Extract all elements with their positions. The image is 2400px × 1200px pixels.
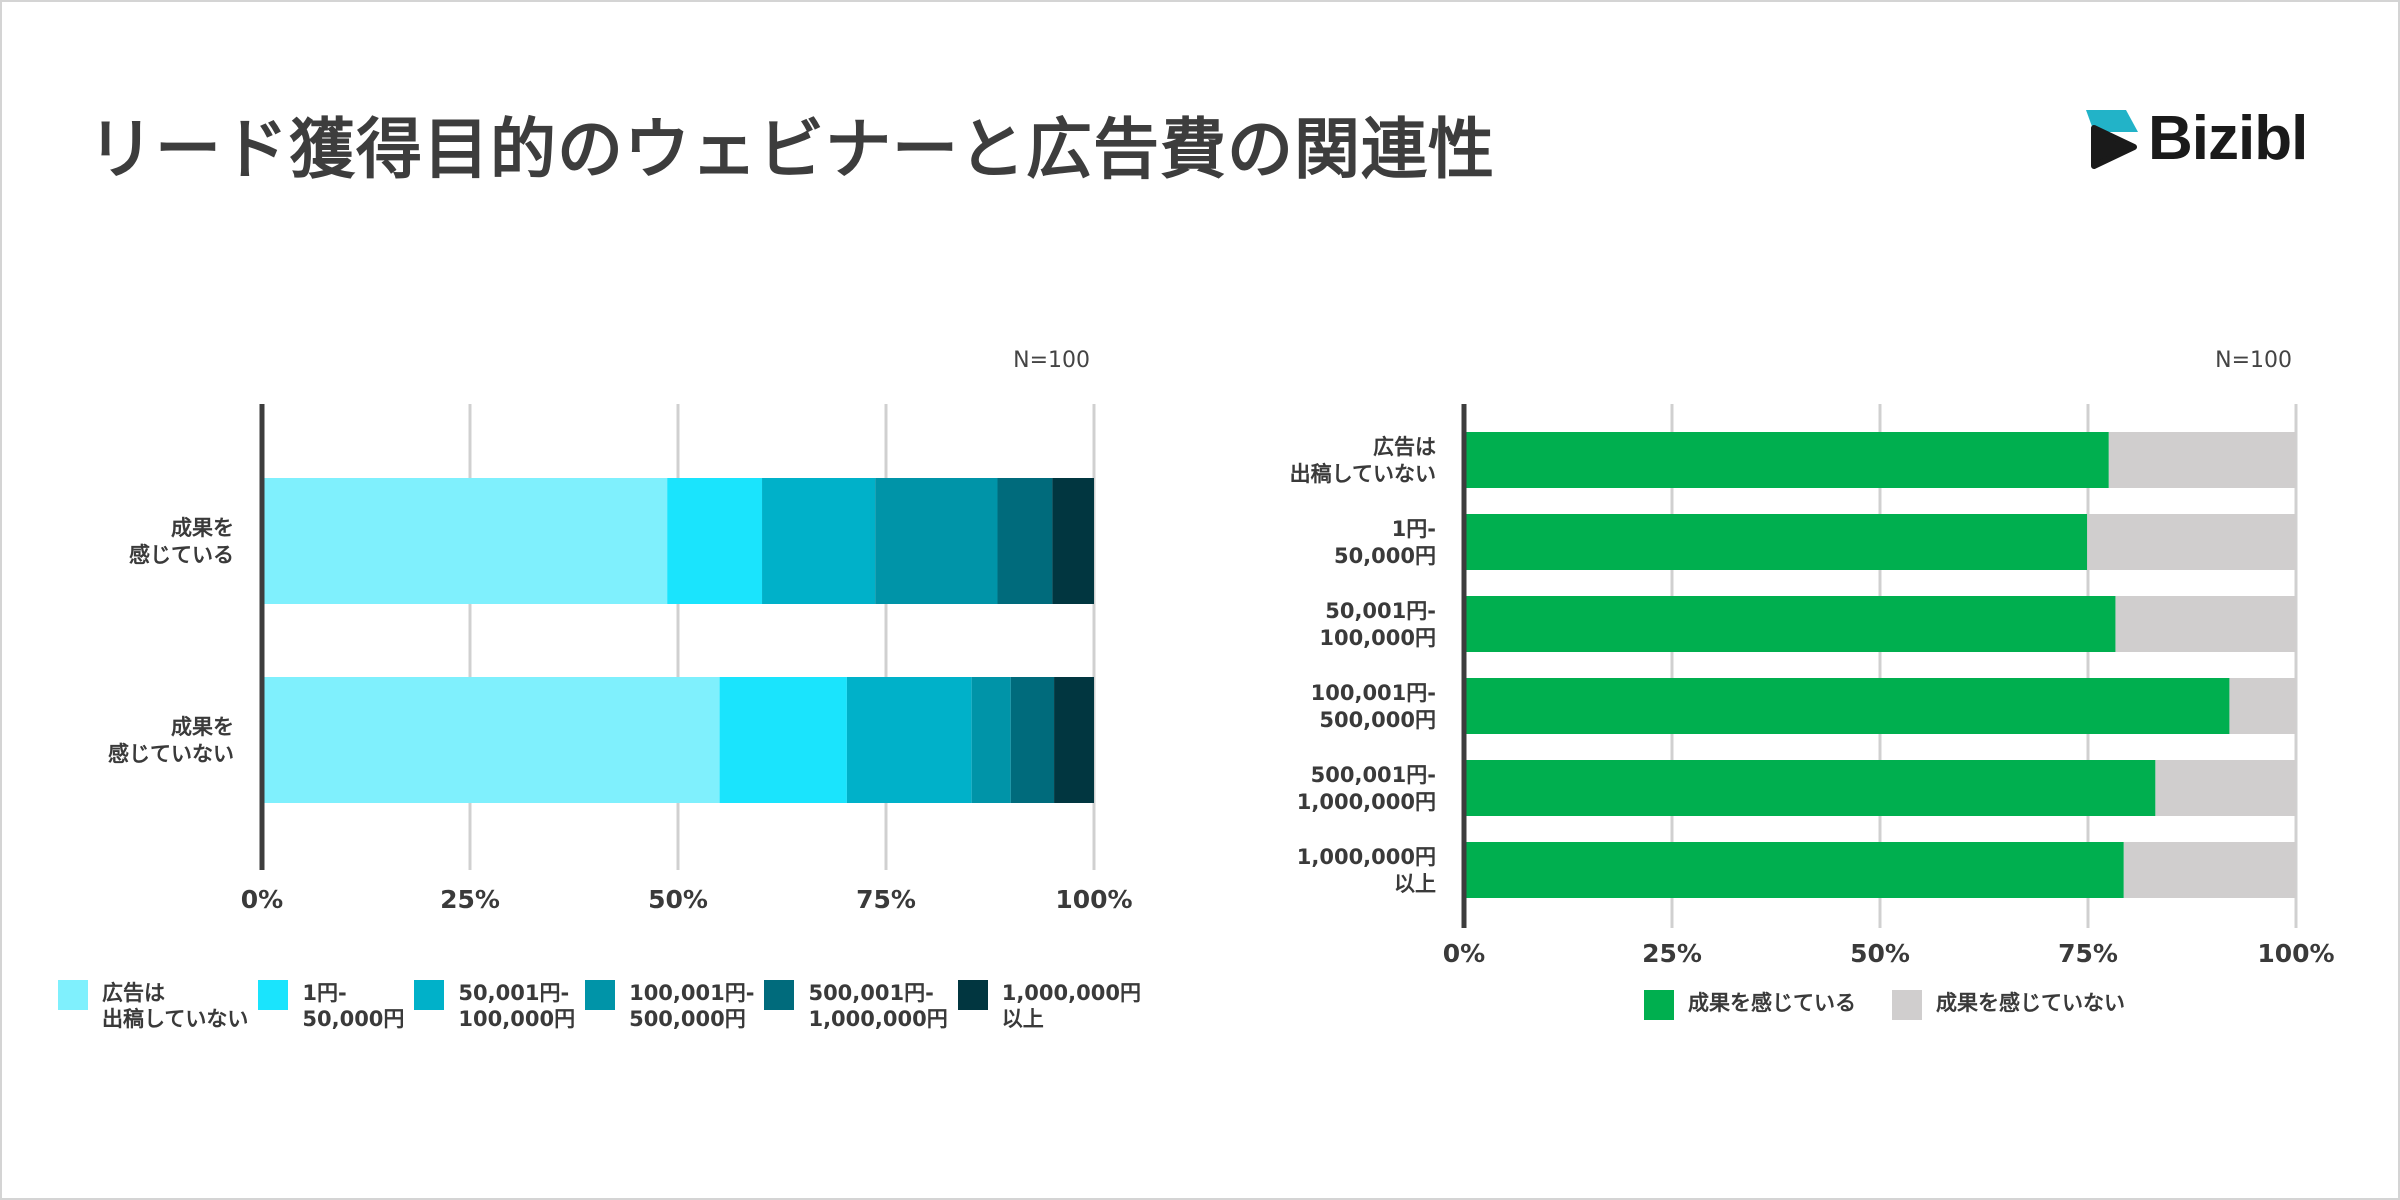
sample-size-note: N=100 bbox=[2215, 348, 2292, 373]
page-title: リード獲得目的のウェビナーと広告費の関連性 bbox=[88, 111, 1495, 188]
category-label: 1円-50,000円 bbox=[1334, 517, 1436, 568]
bar-segment bbox=[262, 478, 668, 604]
legend-item: 成果を感じていない bbox=[1892, 990, 2125, 1020]
category-label: 100,001円-500,000円 bbox=[1311, 681, 1436, 732]
legend-item: 100,001円- 500,000円 bbox=[585, 980, 754, 1032]
bar-segment bbox=[2229, 678, 2296, 734]
category-label: 1,000,000円以上 bbox=[1297, 845, 1436, 896]
bar-segment bbox=[1054, 677, 1094, 803]
sample-size-note: N=100 bbox=[1013, 348, 1090, 373]
legend-success: 成果を感じている 成果を感じていない bbox=[1644, 990, 2161, 1020]
legend-item: 成果を感じている bbox=[1644, 990, 1856, 1020]
category-label: 成果を感じていない bbox=[108, 715, 234, 766]
bar-segment bbox=[1464, 760, 2156, 816]
bar-segment bbox=[2108, 432, 2296, 488]
category-label: 500,001円-1,000,000円 bbox=[1297, 763, 1436, 814]
bar-segment bbox=[1464, 596, 2116, 652]
x-tick-label: 100% bbox=[2257, 939, 2334, 968]
x-tick-label: 75% bbox=[856, 885, 916, 914]
legend-swatch bbox=[58, 980, 88, 1010]
bar-segment bbox=[2115, 596, 2296, 652]
legend-item: 1,000,000円 以上 bbox=[957, 980, 1141, 1032]
legend-item: 1円- 50,000円 bbox=[258, 980, 404, 1032]
category-label: 広告は出稿していない bbox=[1290, 435, 1436, 486]
x-tick-label: 0% bbox=[1443, 939, 1485, 968]
legend-label: 50,001円- 100,000円 bbox=[458, 981, 576, 1031]
legend-swatch bbox=[1644, 990, 1674, 1020]
bar-segment bbox=[1010, 677, 1055, 803]
x-tick-label: 50% bbox=[648, 885, 708, 914]
legend-swatch bbox=[1892, 990, 1922, 1020]
legend-label: 100,001円- 500,000円 bbox=[629, 981, 755, 1031]
bar-segment bbox=[1464, 842, 2124, 898]
logo-text: Bizibl bbox=[2148, 104, 2308, 173]
legend-swatch bbox=[258, 980, 289, 1010]
legend-item: 50,001円- 100,000円 bbox=[414, 980, 575, 1032]
legend-label: 500,001円- 1,000,000円 bbox=[808, 981, 948, 1031]
legend-swatch bbox=[585, 980, 616, 1010]
legend-item: 広告は 出稿していない bbox=[58, 980, 248, 1032]
bar-segment bbox=[1464, 432, 2109, 488]
x-tick-label: 25% bbox=[440, 885, 500, 914]
legend-label: 成果を感じていない bbox=[1936, 991, 2125, 1015]
bar-segment bbox=[1464, 514, 2088, 570]
bar-segment bbox=[762, 478, 876, 604]
category-label: 成果を感じている bbox=[129, 516, 234, 567]
legend-label: 1,000,000円 以上 bbox=[1001, 981, 1141, 1031]
legend-label: 成果を感じている bbox=[1688, 991, 1856, 1015]
x-tick-label: 100% bbox=[1055, 885, 1132, 914]
bar-segment bbox=[971, 677, 1011, 803]
play-icon bbox=[2086, 110, 2138, 169]
x-tick-label: 25% bbox=[1642, 939, 1702, 968]
bar-segment bbox=[1464, 678, 2230, 734]
bar-segment bbox=[2123, 842, 2296, 898]
bar-segment bbox=[2087, 514, 2296, 570]
bar-segment bbox=[875, 478, 998, 604]
bar-segment bbox=[846, 677, 972, 803]
legend-ad-spend: 広告は 出稿していない 1円- 50,000円 50,001円- 100,000円 1… bbox=[58, 980, 1151, 1032]
legend-swatch bbox=[414, 980, 445, 1010]
legend-label: 広告は 出稿していない bbox=[102, 981, 249, 1031]
category-label: 50,001円-100,000円 bbox=[1319, 599, 1436, 650]
bar-segment bbox=[2155, 760, 2296, 816]
legend-swatch bbox=[764, 980, 795, 1010]
bar-segment bbox=[667, 478, 763, 604]
bizibl-logo: Bizibl bbox=[2082, 104, 2322, 174]
x-tick-label: 75% bbox=[2058, 939, 2118, 968]
bar-segment bbox=[1052, 478, 1094, 604]
x-tick-label: 50% bbox=[1850, 939, 1910, 968]
bar-segment bbox=[997, 478, 1053, 604]
bar-segment bbox=[719, 677, 847, 803]
legend-label: 1円- 50,000円 bbox=[302, 981, 405, 1031]
legend-swatch bbox=[957, 980, 988, 1010]
legend-item: 500,001円- 1,000,000円 bbox=[764, 980, 948, 1032]
bar-segment bbox=[262, 677, 720, 803]
x-tick-label: 0% bbox=[241, 885, 283, 914]
